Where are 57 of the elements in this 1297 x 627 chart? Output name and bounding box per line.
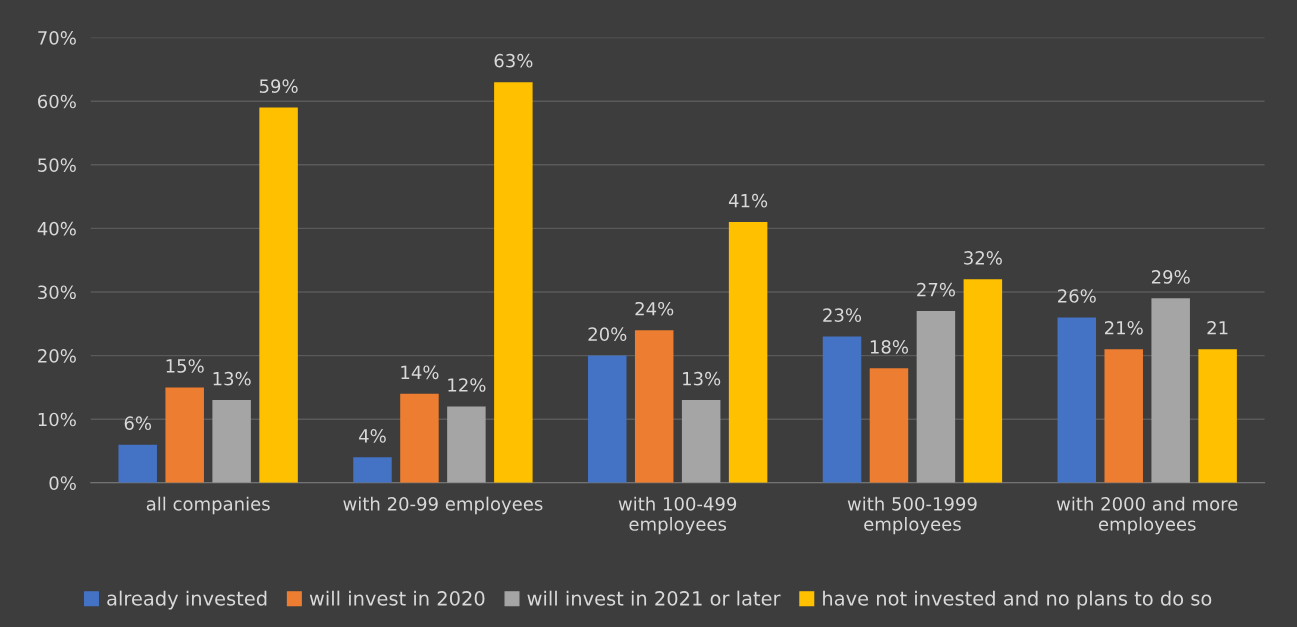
bar bbox=[447, 406, 486, 483]
data-label: 4% bbox=[359, 429, 386, 443]
y-tick-label: 30% bbox=[38, 285, 76, 300]
bar bbox=[212, 400, 251, 483]
data-label: 41% bbox=[728, 193, 768, 208]
data-label: 32% bbox=[964, 251, 1002, 265]
bar bbox=[1057, 317, 1097, 483]
bar bbox=[634, 330, 674, 483]
legend-label: will invest in 2020 bbox=[309, 590, 485, 606]
y-tick-label: 50% bbox=[38, 158, 76, 172]
data-label: 29% bbox=[1151, 270, 1190, 284]
y-tick-label: 0% bbox=[49, 476, 76, 490]
x-tick-label: all companies bbox=[146, 496, 270, 515]
legend-label: will invest in 2021 or later bbox=[527, 590, 781, 606]
data-label: 63% bbox=[494, 53, 533, 68]
y-tick-label: 40% bbox=[37, 221, 76, 236]
bar bbox=[588, 355, 627, 483]
bar bbox=[681, 400, 721, 483]
bar bbox=[259, 107, 298, 483]
data-label: 13% bbox=[213, 371, 251, 386]
bar bbox=[1151, 298, 1190, 483]
bar bbox=[118, 444, 157, 483]
y-tick-label: 60% bbox=[38, 94, 76, 109]
y-tick-label: 20% bbox=[38, 349, 76, 363]
legend-label: have not invested and no plans to do so bbox=[823, 590, 1212, 610]
bar bbox=[963, 279, 1003, 483]
y-tick-label: 70% bbox=[38, 31, 76, 45]
data-label: 6% bbox=[124, 416, 152, 431]
data-label: 26% bbox=[1058, 289, 1096, 303]
bar bbox=[494, 82, 533, 483]
data-label: 59% bbox=[259, 79, 298, 93]
bar bbox=[916, 311, 956, 483]
data-label: 18% bbox=[870, 340, 909, 354]
data-label: 27% bbox=[917, 282, 955, 297]
data-label: 12% bbox=[448, 378, 486, 392]
data-label: 15% bbox=[166, 359, 204, 373]
bar bbox=[869, 368, 909, 483]
data-label: 14% bbox=[401, 365, 439, 380]
data-label: 23% bbox=[823, 308, 862, 322]
data-label: 21% bbox=[1104, 320, 1143, 335]
bar bbox=[1198, 349, 1237, 483]
data-label: 24% bbox=[635, 301, 674, 316]
bar bbox=[353, 457, 392, 483]
x-tick-label: with 20-99 employees bbox=[343, 496, 543, 515]
x-tick-label: with 500-1999 employees bbox=[847, 496, 977, 535]
data-label: 20% bbox=[588, 327, 627, 341]
bar bbox=[822, 336, 862, 483]
bar bbox=[728, 222, 768, 483]
x-tick-label: with 100-499 employees bbox=[618, 496, 737, 535]
bar bbox=[165, 387, 204, 483]
data-label: 13% bbox=[683, 371, 721, 386]
y-tick-label: 10% bbox=[38, 412, 76, 427]
bar bbox=[400, 393, 439, 483]
x-tick-label: with 2000 and more employees bbox=[1056, 496, 1238, 535]
legend-label: already invested bbox=[107, 590, 267, 610]
data-label: 21 bbox=[1207, 320, 1228, 335]
bar bbox=[1104, 349, 1143, 483]
